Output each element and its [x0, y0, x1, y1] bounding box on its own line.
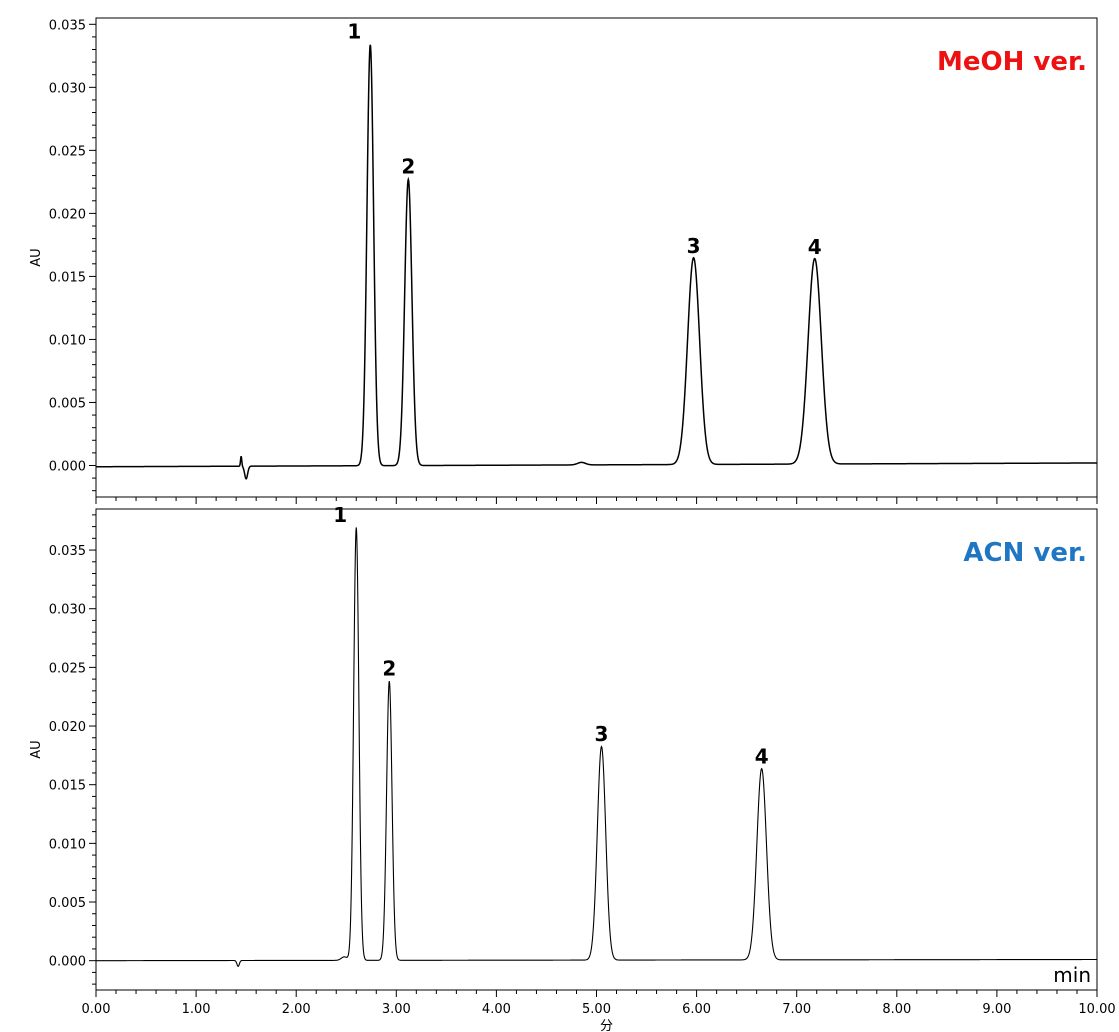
x-tick-label: 1.00	[182, 1002, 211, 1017]
panel-title: MeOH ver.	[937, 47, 1087, 77]
peak-label: 1	[347, 19, 361, 43]
x-tick-label: 4.00	[482, 1002, 511, 1017]
peak-label: 2	[382, 656, 396, 680]
y-tick-label: 0.010	[49, 333, 86, 348]
x-tick-label: 3.00	[382, 1002, 411, 1017]
acn-chromatogram-panel: 0.000 0.005 0.010 0.015 0.020 0.025 0.030 0.035…	[29, 503, 1116, 1032]
plot-frame	[95, 17, 1098, 498]
x-tick-label: 5.00	[582, 1002, 611, 1017]
x-tick-label: 10.00	[1078, 1002, 1115, 1017]
y-tick-label: 0.020	[49, 720, 86, 735]
x-tick-label: 9.00	[982, 1002, 1011, 1017]
y-tick-label: 0.030	[49, 81, 86, 96]
y-tick-label: 0.015	[49, 270, 86, 285]
y-tick-label: 0.035	[49, 544, 86, 559]
peak-label: 1	[333, 503, 347, 527]
x-tick-label: 2.00	[282, 1002, 311, 1017]
meoh-chromatogram-panel: 0.000 0.005 0.010 0.015 0.020 0.025 0.030 0.035…	[29, 17, 1098, 504]
y-tick-label: 0.005	[49, 896, 86, 911]
plot-frame	[95, 508, 1098, 991]
panel-title: ACN ver.	[963, 538, 1087, 568]
x-tick-label: 0.00	[82, 1002, 111, 1017]
y-tick-label: 0.000	[49, 459, 86, 474]
peak-label: 4	[808, 235, 822, 259]
peak-label: 4	[755, 744, 769, 768]
y-tick-label: 0.025	[49, 144, 86, 159]
y-axis-title: AU	[29, 248, 44, 266]
y-tick-label: 0.030	[49, 603, 86, 618]
y-axis-title: AU	[29, 740, 44, 758]
peak-label: 2	[401, 154, 415, 178]
x-tick-label: 7.00	[782, 1002, 811, 1017]
peak-label: 3	[595, 722, 609, 746]
time-unit-label: min	[1053, 963, 1091, 987]
chromatogram-trace	[96, 44, 1097, 480]
y-tick-label: 0.005	[49, 396, 86, 411]
y-tick-label: 0.010	[49, 837, 86, 852]
y-tick-label: 0.015	[49, 779, 86, 794]
x-axis-title: 分	[600, 1019, 613, 1032]
chromatogram-trace	[96, 527, 1097, 968]
x-tick-label: 8.00	[882, 1002, 911, 1017]
x-tick-label: 6.00	[682, 1002, 711, 1017]
y-tick-label: 0.000	[49, 955, 86, 970]
y-tick-label: 0.025	[49, 661, 86, 676]
y-tick-label: 0.035	[49, 18, 86, 33]
y-tick-label: 0.020	[49, 207, 86, 222]
peak-label: 3	[687, 234, 701, 258]
